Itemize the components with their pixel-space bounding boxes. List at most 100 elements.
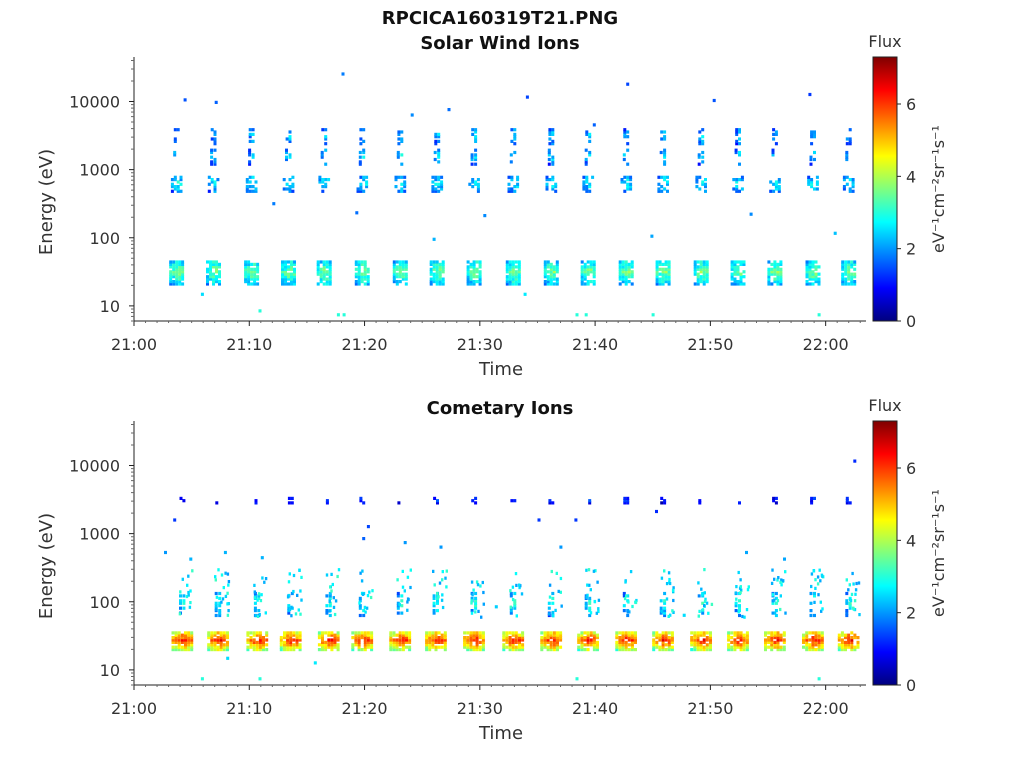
flux-cell [627,600,630,604]
flux-cell [190,636,194,640]
flux-cell [408,645,412,649]
flux-cell [658,272,662,276]
flux-cell [437,148,441,152]
flux-cell [672,598,675,603]
flux-cell [811,638,815,642]
flux-cell [478,270,482,274]
flux-cell [440,598,444,602]
flux-cell [559,576,563,581]
flux-cell [398,272,402,276]
flux-cell [171,631,175,635]
flux-cell [181,267,185,271]
flux-cell [546,262,550,266]
flux-cell [773,645,777,649]
flux-cell [481,580,484,585]
flux-cell [850,643,854,647]
flux-cell [250,270,254,274]
flux-cell [474,596,478,600]
flux-cell [817,640,821,644]
flux-cell [693,645,697,649]
flux-cell [551,610,555,615]
flux-cell [596,643,599,647]
flux-cell [321,640,324,644]
flux-cell [212,272,215,276]
flux-cell [475,275,479,279]
flux-cell [187,633,191,637]
flux-cell [551,160,555,164]
flux-cell [549,282,553,286]
flux-cell [431,189,435,193]
flux-cell [626,175,630,179]
flux-cell [363,270,367,274]
flux-cell [189,589,192,593]
flux-cell [437,640,441,644]
flux-cell [774,596,778,600]
flux-cell [359,571,362,575]
flux-cell [190,643,194,647]
flux-cell [318,178,322,182]
flux-cell [469,265,473,269]
flux-point [494,605,498,609]
flux-cell [659,599,663,603]
flux-cell [370,645,374,649]
flux-cell [736,636,740,640]
flux-cell [742,648,746,652]
flux-cell [365,175,369,179]
flux-cell [699,270,703,274]
colorbar-title: Flux [868,32,901,51]
flux-cell [505,636,509,640]
flux-cell [190,631,194,635]
flux-cell [257,592,261,596]
flux-cell [693,265,697,269]
flux-cell [466,645,470,649]
flux-cell [546,270,550,274]
x-tick-label: 21:40 [572,699,618,718]
flux-cell [255,640,259,644]
flux-cell [739,280,743,284]
flux-cell [299,612,302,616]
flux-cell [773,277,777,281]
x-tick-label: 21:40 [572,335,618,354]
flux-cell [739,633,743,637]
flux-cell [767,270,771,274]
flux-cell [213,182,217,186]
flux-cell [773,577,776,581]
flux-cell [698,499,702,503]
flux-cell [808,631,812,635]
flux-cell [254,614,257,618]
flux-cell [329,585,332,589]
flux-cell [776,267,780,271]
flux-cell [545,178,549,182]
flux-cell [655,640,659,644]
flux-cell [585,595,588,599]
flux-cell [474,501,478,505]
flux-cell [431,638,435,642]
flux-cell [580,636,584,640]
flux-cell [709,633,712,637]
flux-cell [733,280,737,284]
flux-cell [170,185,174,189]
flux-cell [509,594,513,598]
flux-cell [690,631,694,635]
flux-cell [695,185,699,189]
flux-cell [740,588,743,592]
flux-cell [730,260,734,264]
flux-cell [213,189,217,193]
flux-cell [655,277,659,281]
flux-cell [811,645,815,649]
flux-cell [770,633,774,637]
flux-cell [172,270,176,274]
flux-cell [844,270,848,274]
flux-cell [178,275,182,279]
flux-cell [813,600,816,604]
flux-cell [555,277,559,281]
flux-cell [322,270,326,274]
flux-cell [853,262,857,266]
flux-cell [179,189,183,193]
flux-cell [820,573,824,577]
flux-cell [817,277,821,281]
flux-cell [435,260,439,264]
flux-cell [293,282,296,286]
flux-cell [582,185,586,189]
flux-cell [212,262,215,266]
